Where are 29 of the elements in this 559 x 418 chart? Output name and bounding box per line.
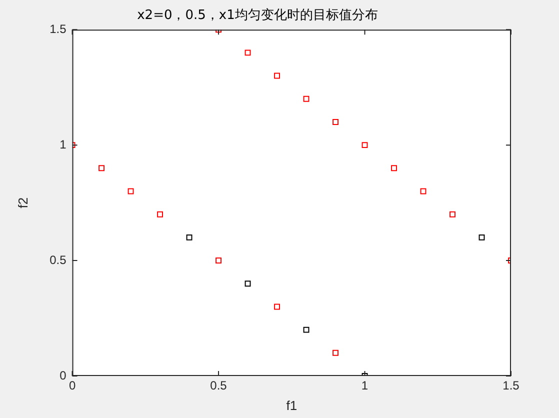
point [332, 350, 338, 356]
point [216, 258, 222, 264]
point [450, 211, 456, 218]
y-tick-label: 0 [60, 368, 67, 382]
x-tick-label: 0 [68, 378, 76, 393]
point [478, 234, 485, 240]
x-tick-label: 1 [361, 378, 368, 393]
x-tick-label: 0.5 [210, 378, 228, 393]
chart-title: x2=0，0.5，x1均匀变化时的目标值分布 [137, 8, 378, 24]
point [303, 96, 310, 102]
point [362, 142, 368, 148]
point [332, 119, 338, 125]
point [186, 234, 192, 240]
y-tick-label: 1.5 [50, 22, 67, 36]
x-axis-title: f1 [286, 398, 298, 413]
x-tick-label: 1.5 [502, 378, 520, 393]
point [274, 304, 280, 310]
y-axis-title: f2 [15, 197, 30, 208]
point [420, 188, 426, 194]
point [98, 165, 105, 172]
y-tick-label: 1 [60, 137, 67, 152]
point [128, 188, 134, 194]
point [391, 165, 397, 172]
y-tick-label: 0.5 [50, 252, 67, 267]
point [244, 280, 251, 287]
point [274, 72, 280, 79]
point [244, 50, 251, 56]
point [157, 211, 163, 218]
point [303, 326, 310, 333]
